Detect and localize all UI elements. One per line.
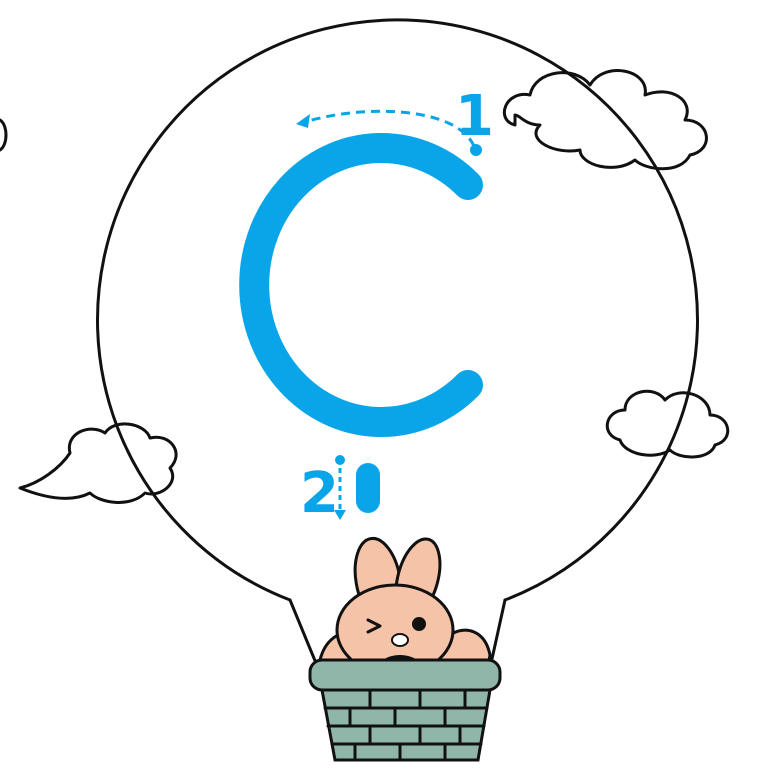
cloud-edge — [0, 120, 6, 150]
cloud — [607, 391, 727, 457]
cloud — [20, 424, 176, 503]
arrow-head — [296, 114, 310, 128]
step-number: 2 — [300, 461, 339, 526]
cloud — [504, 71, 706, 169]
letter-stroke — [254, 148, 468, 422]
worksheet: 1 2 — [0, 0, 758, 774]
basket — [310, 660, 500, 760]
letter-stroke — [356, 463, 380, 513]
balloon — [97, 20, 697, 600]
step-number: 1 — [455, 84, 494, 149]
